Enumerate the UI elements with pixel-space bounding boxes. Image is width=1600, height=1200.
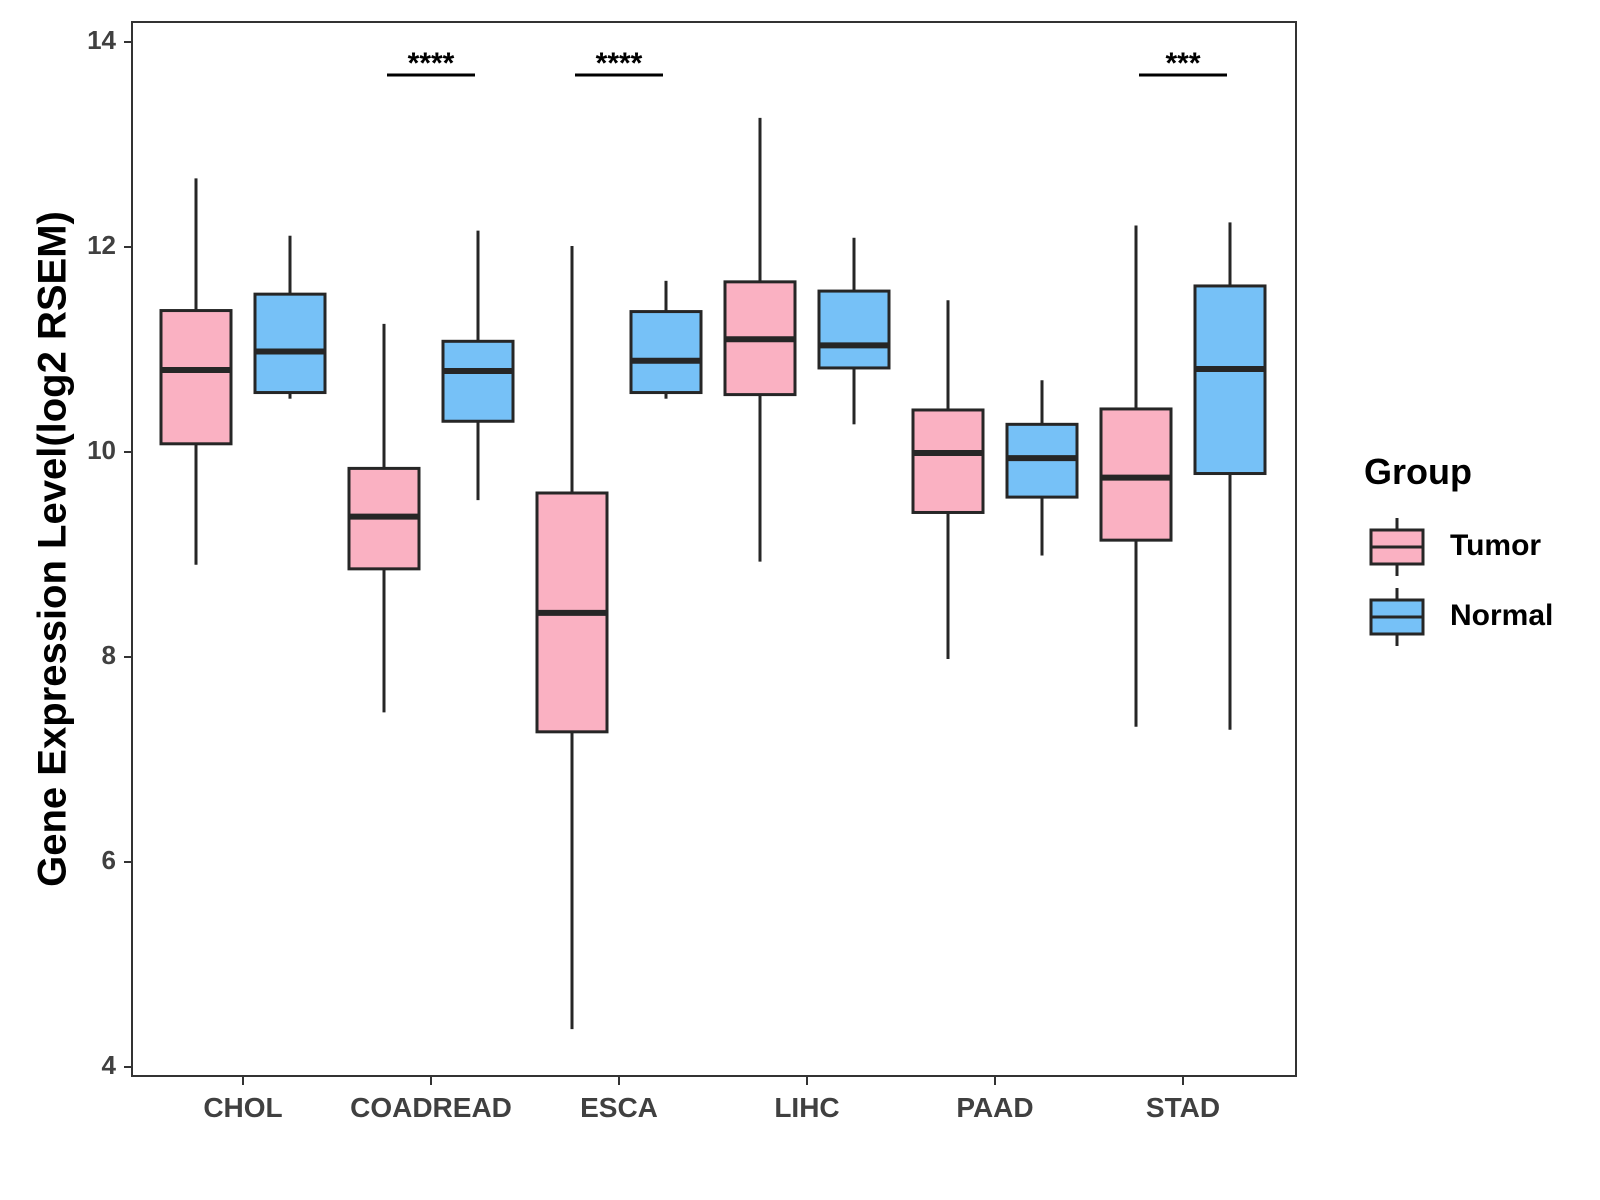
significance-stars: ***	[1165, 47, 1200, 80]
box-series	[159, 117, 1267, 1030]
significance-annotations: **** **** ***	[387, 47, 1227, 80]
box-normal-stad	[1193, 222, 1267, 730]
box-iqr	[629, 310, 703, 395]
box-normal-chol	[253, 235, 327, 399]
y-tick-label: 8	[102, 640, 116, 670]
legend-label: Tumor	[1450, 529, 1541, 562]
box-tumor-coadread	[347, 323, 421, 713]
plot-panel	[131, 21, 1297, 1077]
x-tick-label: STAD	[1146, 1092, 1220, 1123]
legend: Group Tumor Normal	[1364, 451, 1553, 646]
y-tick-label: 12	[87, 230, 116, 260]
box-iqr	[911, 408, 985, 514]
significance-coadread: ****	[387, 47, 475, 80]
x-tick-label: ESCA	[580, 1092, 658, 1123]
box-iqr	[441, 339, 515, 423]
y-tick-label: 4	[102, 1050, 117, 1080]
legend-label: Normal	[1450, 599, 1553, 632]
y-axis: 4 6 8 10 12 14	[87, 25, 132, 1080]
significance-esca: ****	[575, 47, 663, 80]
x-tick-label: COADREAD	[350, 1092, 512, 1123]
box-tumor-lihc	[723, 117, 797, 562]
y-axis-title: Gene Expression Level(log2 RSEM)	[31, 211, 75, 887]
legend-entry-tumor: Tumor	[1369, 518, 1541, 576]
box-normal-esca	[629, 280, 703, 399]
legend-title: Group	[1364, 451, 1472, 492]
legend-entry-normal: Normal	[1369, 588, 1553, 646]
significance-stars: ****	[408, 47, 455, 80]
significance-stars: ****	[596, 47, 643, 80]
box-tumor-esca	[535, 245, 609, 1030]
y-tick-label: 14	[87, 25, 116, 55]
box-normal-paad	[1005, 380, 1079, 556]
y-tick-label: 6	[102, 845, 116, 875]
box-tumor-paad	[911, 300, 985, 660]
box-iqr	[253, 292, 327, 395]
box-tumor-chol	[159, 178, 233, 565]
box-iqr	[1099, 407, 1173, 542]
box-normal-lihc	[817, 237, 891, 425]
box-tumor-stad	[1099, 225, 1173, 727]
x-tick-label: PAAD	[956, 1092, 1033, 1123]
x-axis: CHOL COADREAD ESCA LIHC PAAD STAD	[203, 1076, 1220, 1123]
x-tick-label: LIHC	[774, 1092, 839, 1123]
box-iqr	[817, 289, 891, 370]
box-iqr	[1193, 284, 1267, 476]
box-normal-coadread	[441, 230, 515, 501]
x-tick-label: CHOL	[203, 1092, 282, 1123]
box-iqr	[159, 309, 233, 446]
y-tick-label: 10	[87, 435, 116, 465]
significance-stad: ***	[1139, 47, 1227, 80]
